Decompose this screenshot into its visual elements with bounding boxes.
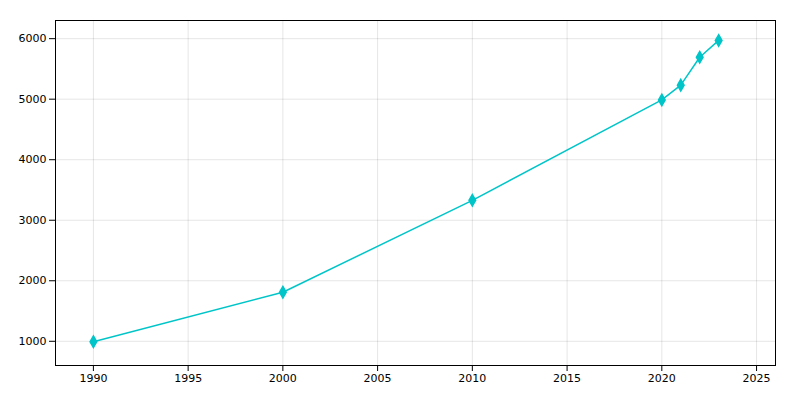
- svg-text:2015: 2015: [553, 372, 581, 385]
- svg-text:2010: 2010: [458, 372, 486, 385]
- svg-text:2000: 2000: [19, 274, 47, 287]
- svg-text:4000: 4000: [19, 153, 47, 166]
- svg-text:1990: 1990: [79, 372, 107, 385]
- svg-text:1000: 1000: [19, 335, 47, 348]
- svg-text:5000: 5000: [19, 93, 47, 106]
- svg-text:1995: 1995: [174, 372, 202, 385]
- svg-text:2020: 2020: [648, 372, 676, 385]
- svg-text:6000: 6000: [19, 32, 47, 45]
- svg-text:2005: 2005: [364, 372, 392, 385]
- svg-text:2000: 2000: [269, 372, 297, 385]
- svg-text:3000: 3000: [19, 214, 47, 227]
- svg-text:2025: 2025: [743, 372, 771, 385]
